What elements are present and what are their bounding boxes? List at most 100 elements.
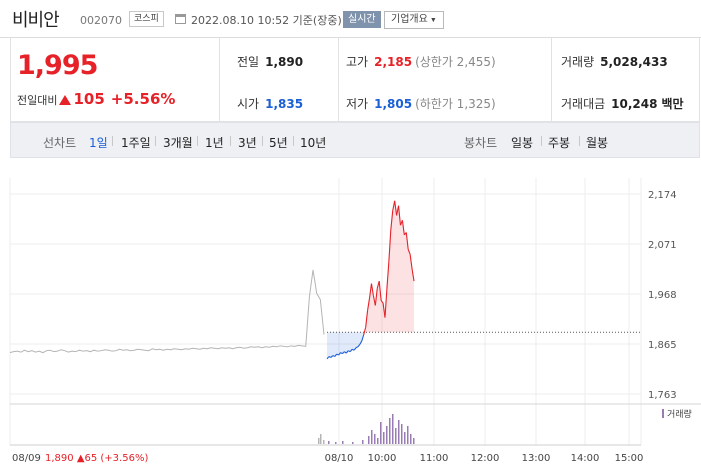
up-segment [378,281,382,301]
prev-day-close: 1,890 [45,453,77,464]
change-label: 전일대비 [17,94,58,107]
period-3m[interactable]: 3개월 [163,136,193,150]
period-1w[interactable]: 1주일 [121,136,151,150]
line-chart-label: 선차트 [43,136,77,150]
y-tick-label: 1,763 [648,390,677,401]
up-area [365,200,414,333]
up-segment [363,327,367,335]
up-segment [384,288,388,318]
company-overview-button[interactable]: 기업개요 ▼ [384,11,444,29]
down-segment [342,351,345,354]
separator [579,136,580,146]
down-segment [351,348,355,351]
realtime-badge[interactable]: 실시간 [343,11,381,28]
current-price: 1,995 [17,50,98,81]
volume-bar [323,440,325,444]
down-segment [338,352,341,356]
prev-close-label: 전일 [237,55,260,69]
period-3y[interactable]: 3년 [238,136,257,150]
down-segment [349,348,353,353]
up-segment [367,298,371,311]
high-label: 고가 [346,55,369,69]
lower-limit: (하한가 1,325) [415,97,496,111]
prev-day-summary: 1,890 ▲65 (+3.56%) [45,453,148,464]
stock-name: 비비안 [12,10,60,31]
down-segment [355,346,359,349]
open-label: 시가 [237,97,260,111]
volume-bar [320,434,322,444]
volume-bar [380,422,382,444]
volume-cell: 거래량 5,028,433 [561,53,668,70]
change-value: 105 [73,90,105,108]
period-daily[interactable]: 일봉 [511,136,534,150]
amount-value: 10,248 [611,97,658,111]
down-segment [340,352,343,355]
down-segment [345,350,349,354]
volume-bar [352,442,354,444]
period-weekly[interactable]: 주봉 [548,136,571,150]
volume-bar [392,414,394,444]
volume-label: 거래량 [561,55,595,69]
prev-day-date: 08/09 [12,453,41,464]
volume-bar [371,430,373,444]
x-tick-label: 10:00 [368,453,397,464]
y-tick-label: 2,071 [648,240,677,251]
volume-bar [413,438,415,444]
change-percent: +5.56% [110,90,176,108]
x-tick-label: 13:00 [522,453,551,464]
amount-label: 거래대금 [561,97,606,111]
chart-period-bar: 선차트 1일 1주일 3개월 1년 3년 5년 10년 봉차트 일봉 주봉 월봉 [10,122,700,158]
up-segment [397,205,402,226]
up-segment [405,232,409,250]
change-row: 전일대비 105 +5.56% [17,90,175,108]
company-overview-label: 기업개요 [391,14,428,25]
y-tick-label: 2,174 [648,190,677,201]
x-tick-label: 12:00 [471,453,500,464]
separator [262,136,263,146]
separator [197,136,198,146]
up-segment [390,210,394,231]
separator [541,136,542,146]
separator [155,136,156,146]
down-segment [330,355,334,358]
up-segment [401,220,405,235]
down-segment [348,350,351,353]
down-area [327,332,364,359]
up-segment [374,288,378,306]
volume-bar [377,438,379,444]
volume-bar [404,432,406,444]
period-5y[interactable]: 5년 [269,136,288,150]
high-value: 2,185 [374,55,413,69]
up-segment [407,249,411,255]
x-tick-label: 08/10 [325,453,354,464]
prev-close-value: 1,890 [265,55,304,69]
upper-limit: (상한가 2,455) [415,55,496,69]
down-segment [361,334,365,342]
down-segment [344,351,347,354]
low-label: 저가 [346,97,369,111]
divider [338,38,339,122]
volume-bar [374,434,376,444]
up-segment [394,200,398,216]
up-segment [409,254,413,270]
volume-bar [386,426,388,444]
volume-bar [383,432,385,444]
period-1y[interactable]: 1년 [205,136,224,150]
divider [551,38,552,122]
up-segment [365,310,369,328]
period-10y[interactable]: 10년 [300,136,327,150]
up-segment [386,261,390,289]
period-monthly[interactable]: 월봉 [586,136,609,150]
volume-bar [318,438,320,444]
volume-legend-label: 거래량 [667,408,692,420]
period-1d[interactable]: 1일 [89,136,108,150]
prev-close-cell: 전일 1,890 [237,53,303,70]
separator [112,136,113,146]
volume-bar [401,424,403,444]
up-segment [380,300,384,304]
up-segment [388,229,392,262]
down-segment [328,356,332,358]
x-tick-label: 15:00 [615,453,644,464]
up-segment [411,268,415,282]
x-tick-label: 11:00 [420,453,449,464]
